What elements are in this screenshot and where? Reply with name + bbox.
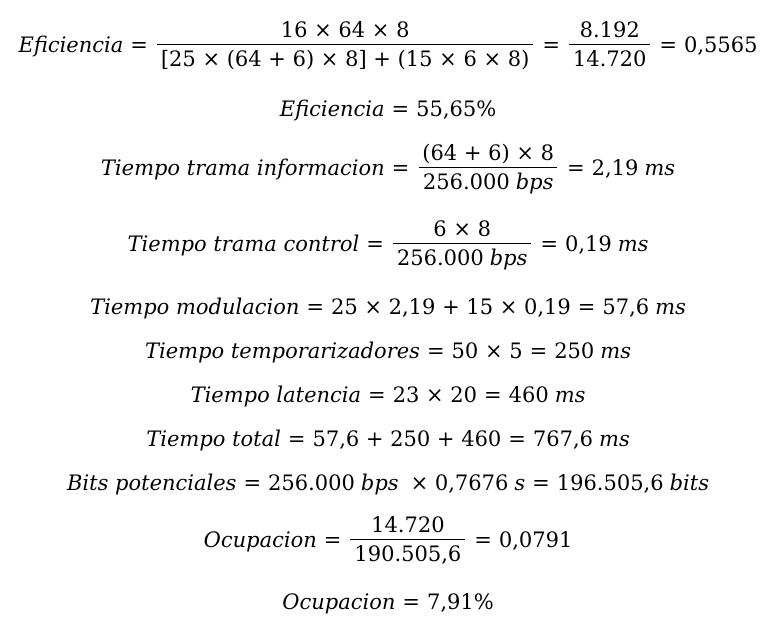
tiempo-latencia-expression: 23 × 20 <box>392 383 478 407</box>
fraction-denominator: 256.000 bps <box>418 167 558 194</box>
eficiencia-percent-result: 55,65% <box>416 97 497 121</box>
fraction-numerator: 8.192 <box>579 18 640 42</box>
equation-tiempo-trama-control: Tiempo trama control = 6 × 8 256.000 bps … <box>0 219 776 269</box>
equation-eficiencia-percent: Eficiencia = 55,65% <box>0 99 776 120</box>
eficiencia-fraction-1: 16 × 64 × 8 [25 × (64 + 6) × 8] + (15 × … <box>156 18 534 70</box>
fraction-denominator: [25 × (64 + 6) × 8] + (15 × 6 × 8) <box>156 44 534 70</box>
equals-sign: = <box>306 295 324 319</box>
eficiencia-fraction-2: 8.192 14.720 <box>568 18 651 70</box>
equation-tiempo-temporizadores: Tiempo temporarizadores = 50 × 5 = 250 ms <box>0 341 776 362</box>
fraction-denominator: 256.000 bps <box>392 243 532 270</box>
fraction-denominator: 14.720 <box>568 44 651 70</box>
tiempo-modulacion-expression: 25 × 2,19 + 15 × 0,19 <box>330 295 571 319</box>
equation-ocupacion-percent: Ocupacion = 7,91% <box>0 592 776 613</box>
result-unit: ms <box>617 231 649 256</box>
equation-bits-potenciales: Bits potenciales = 256.000 bps × 0,7676 s … <box>0 473 776 494</box>
equals-sign: = <box>366 231 384 256</box>
equals-sign: = <box>484 383 502 407</box>
result-unit: ms <box>599 427 630 451</box>
equation-tiempo-modulacion: Tiempo modulacion = 25 × 2,19 + 15 × 0,1… <box>0 297 776 318</box>
equation-ocupacion-fraction: Ocupacion = 14.720 190.505,6 = 0,0791 <box>0 515 776 565</box>
fraction-numerator: 6 × 8 <box>433 217 491 241</box>
denominator-value: 256.000 <box>396 246 484 270</box>
tiempo-trama-informacion-label: Tiempo trama informacion <box>100 155 385 180</box>
result-unit: ms <box>644 155 676 180</box>
equals-sign: = <box>566 155 585 180</box>
ocupacion-fraction: 14.720 190.505,6 <box>350 513 466 565</box>
tiempo-latencia-result: 460 <box>508 383 549 407</box>
bits-potenciales-rate-value: 256.000 <box>268 471 355 495</box>
fraction-denominator: 190.505,6 <box>350 539 466 565</box>
result-unit: ms <box>554 383 586 407</box>
bits-potenciales-label: Bits potenciales <box>67 471 237 495</box>
equals-sign: = <box>426 339 445 363</box>
equals-sign: = <box>577 295 596 319</box>
denominator-unit: bps <box>515 170 554 194</box>
ocupacion-percent-result: 7,91% <box>427 590 494 614</box>
tiempo-total-result: 767,6 <box>532 427 594 451</box>
equals-sign: = <box>287 427 306 451</box>
denominator-unit: bps <box>489 246 528 270</box>
equals-sign: = <box>130 32 148 57</box>
tiempo-trama-control-result: 0,19 <box>564 231 612 256</box>
eficiencia-label: Eficiencia <box>279 97 385 121</box>
bits-potenciales-time-value: × 0,7676 <box>410 471 509 495</box>
result-unit: bits <box>669 471 709 495</box>
equals-sign: = <box>391 155 410 180</box>
result-unit: ms <box>655 295 686 319</box>
equation-tiempo-total: Tiempo total = 57,6 + 250 + 460 = 767,6 m… <box>0 429 776 450</box>
equals-sign: = <box>532 471 550 495</box>
tiempo-temporizadores-label: Tiempo temporarizadores <box>145 339 420 363</box>
equals-sign: = <box>391 97 410 121</box>
eficiencia-result: 0,5565 <box>684 32 758 57</box>
bits-potenciales-rate-unit: bps <box>360 471 399 495</box>
ocupacion-label: Ocupacion <box>282 590 396 614</box>
fraction-numerator: 16 × 64 × 8 <box>280 18 410 42</box>
tiempo-trama-control-fraction: 6 × 8 256.000 bps <box>392 217 532 270</box>
tiempo-trama-informacion-fraction: (64 + 6) × 8 256.000 bps <box>418 143 558 193</box>
equals-sign: = <box>323 527 342 552</box>
tiempo-total-expression: 57,6 + 250 + 460 <box>312 427 502 451</box>
equals-sign: = <box>540 231 558 256</box>
equals-sign: = <box>243 471 262 495</box>
bits-potenciales-result: 196.505,6 <box>556 471 664 495</box>
fraction-numerator: 14.720 <box>371 513 445 537</box>
equation-tiempo-trama-informacion: Tiempo trama informacion = (64 + 6) × 8 … <box>0 143 776 193</box>
tiempo-total-label: Tiempo total <box>146 427 281 451</box>
tiempo-temporizadores-result: 250 <box>554 339 595 363</box>
eficiencia-label: Eficiencia <box>18 32 124 57</box>
equals-sign: = <box>542 32 560 57</box>
tiempo-temporizadores-expression: 50 × 5 <box>451 339 523 363</box>
tiempo-trama-control-label: Tiempo trama control <box>127 231 360 256</box>
equals-sign: = <box>368 383 386 407</box>
fraction-numerator: (64 + 6) × 8 <box>422 141 554 165</box>
ocupacion-label: Ocupacion <box>203 527 317 552</box>
equation-tiempo-latencia: Tiempo latencia = 23 × 20 = 460 ms <box>0 385 776 406</box>
equation-eficiencia-fraction: Eficiencia = 16 × 64 × 8 [25 × (64 + 6) … <box>0 20 776 70</box>
equals-sign: = <box>508 427 526 451</box>
tiempo-modulacion-result: 57,6 <box>602 295 650 319</box>
denominator-value: 256.000 <box>422 170 510 194</box>
ocupacion-result: 0,0791 <box>498 527 573 552</box>
equals-sign: = <box>659 32 678 57</box>
bits-potenciales-time-unit: s <box>514 471 526 495</box>
result-unit: ms <box>600 339 631 363</box>
equals-sign: = <box>474 527 492 552</box>
equals-sign: = <box>529 339 548 363</box>
tiempo-modulacion-label: Tiempo modulacion <box>90 295 300 319</box>
tiempo-trama-informacion-result: 2,19 <box>591 155 639 180</box>
equals-sign: = <box>402 590 420 614</box>
tiempo-latencia-label: Tiempo latencia <box>190 383 362 407</box>
